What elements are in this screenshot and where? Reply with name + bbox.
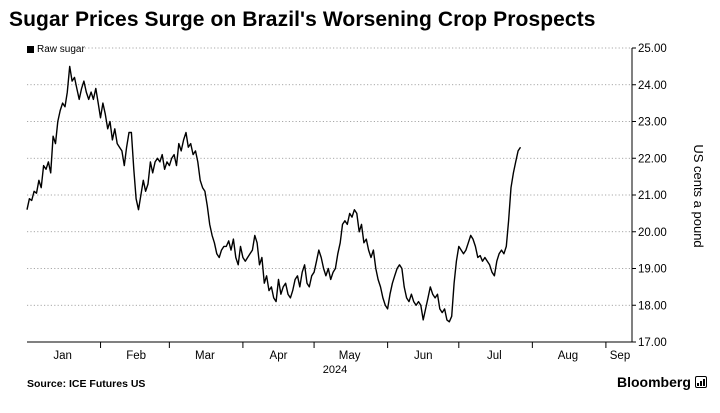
y-tick-label: 20.00 — [638, 227, 667, 239]
x-axis-year-label: 2024 — [323, 364, 347, 376]
y-axis-label: US cents a pound — [691, 144, 706, 247]
legend: Raw sugar — [27, 44, 85, 55]
x-tick-label: Sep — [610, 350, 630, 362]
axes — [27, 47, 636, 348]
bar-chart-icon — [694, 376, 707, 388]
x-tick-label: Jul — [487, 350, 502, 362]
legend-label: Raw sugar — [37, 44, 85, 55]
x-tick-label: Aug — [558, 350, 578, 362]
x-tick-label: Apr — [270, 350, 288, 362]
grid-lines — [27, 47, 632, 306]
series-group — [26, 65, 522, 323]
x-tick-label: May — [339, 350, 361, 362]
legend-swatch — [27, 46, 34, 53]
chart-title: Sugar Prices Surge on Brazil's Worsening… — [9, 8, 596, 31]
x-tick-label: Jun — [414, 350, 433, 362]
y-tick-label: 17.00 — [638, 337, 667, 349]
y-tick-label: 25.00 — [638, 43, 667, 55]
y-tick-label: 21.00 — [638, 190, 667, 202]
y-tick-label: 23.00 — [638, 117, 667, 129]
y-tick-label: 19.00 — [638, 264, 667, 276]
brand-name: Bloomberg — [617, 374, 691, 390]
y-tick-labels: 17.00 18.00 19.00 20.00 21.00 22.00 23.00 24.00… — [638, 43, 667, 349]
x-tick-label: Mar — [195, 350, 215, 362]
y-tick-label: 22.00 — [638, 153, 667, 165]
y-tick-label: 18.00 — [638, 300, 667, 312]
x-tick-labels: Jan Feb Mar Apr May Jun Jul Aug Sep — [53, 350, 630, 362]
series-line-raw-sugar — [26, 65, 522, 323]
x-tick-label: Feb — [126, 350, 146, 362]
x-tick-label: Jan — [53, 350, 72, 362]
y-tick-label: 24.00 — [638, 80, 667, 92]
brand-logo: Bloomberg — [617, 374, 707, 390]
source-note: Source: ICE Futures US — [27, 378, 146, 390]
